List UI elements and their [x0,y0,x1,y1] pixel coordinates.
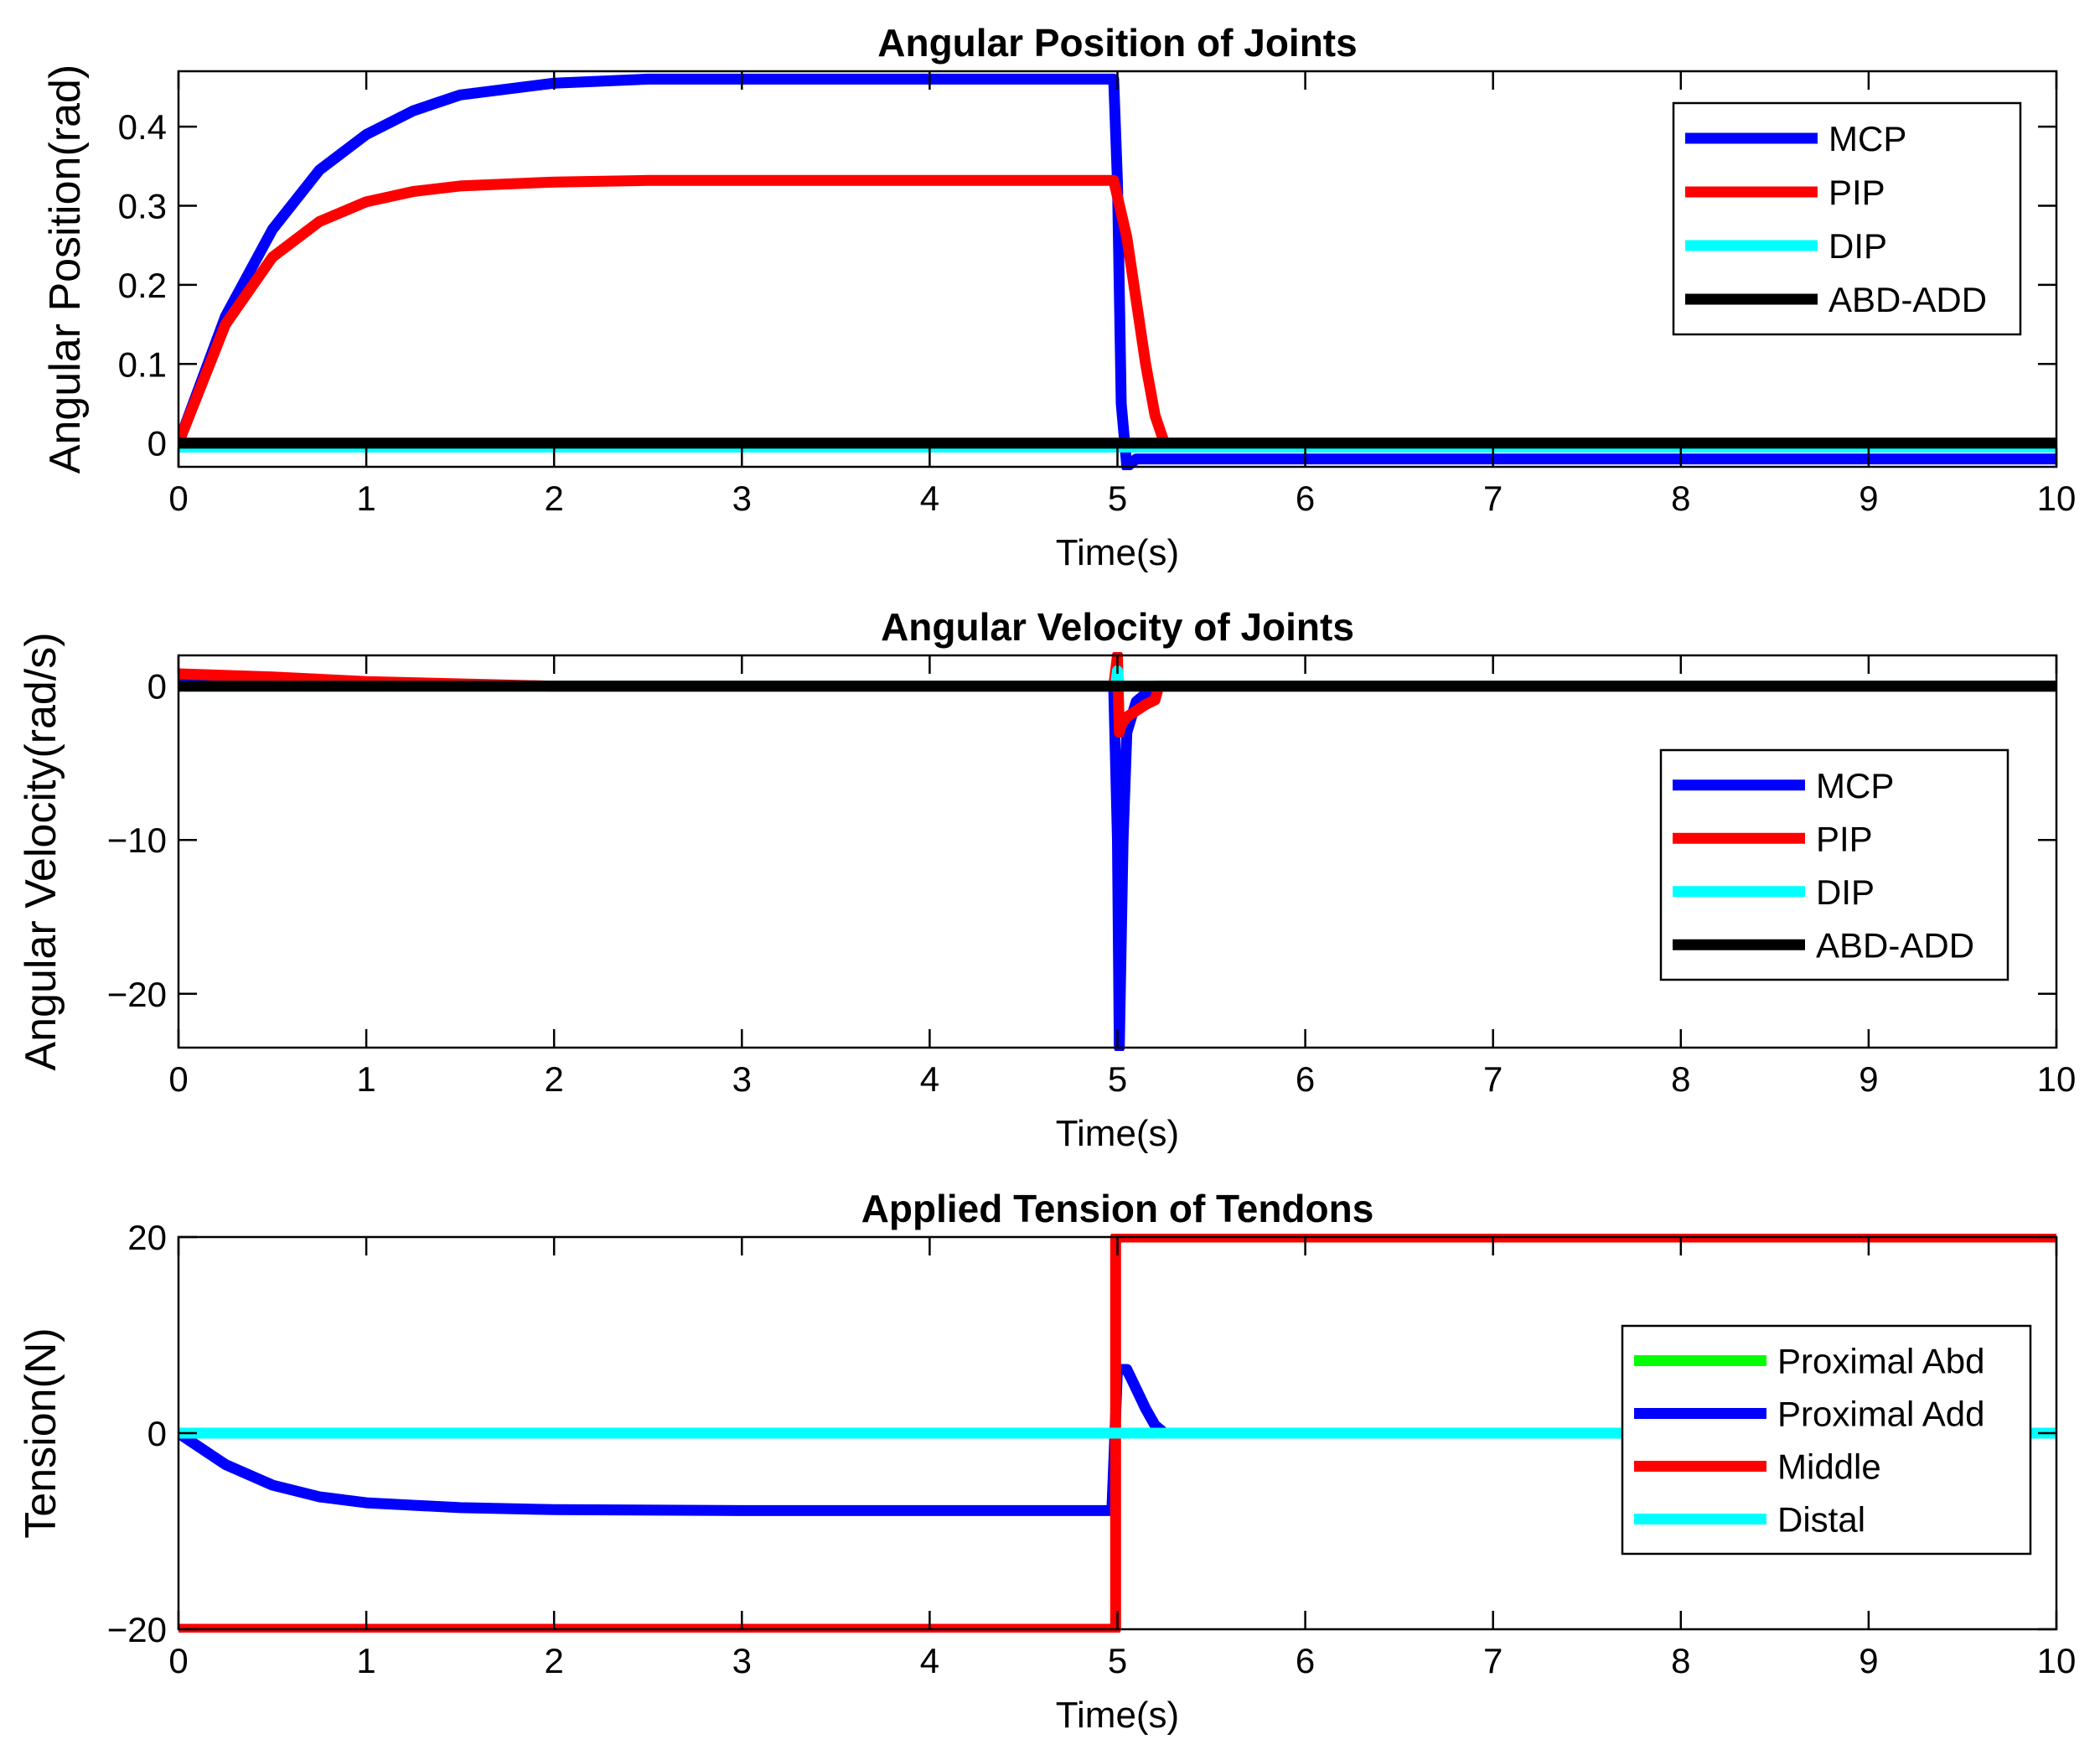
legend-label: MCP [1828,119,1906,158]
series-line-mcp [178,73,2056,470]
y-tick-label: 0.4 [118,107,167,147]
y-tick-label: 0 [147,424,167,463]
subplot-2: 0 1 2 3 4 5 6 7 8 9 10 −20 −10 0 Angular Velocity of J… [17,605,2076,1154]
legend-label: DIP [1816,872,1875,912]
legend: Proximal Abd Proximal Add Middle Distal [1621,1324,2032,1556]
x-tick-label: 2 [545,1059,564,1099]
x-tick-label: 5 [1108,1641,1127,1680]
x-tick-label: 3 [732,1641,752,1680]
x-tick-label: 8 [1671,1641,1690,1680]
x-tick-label: 7 [1483,1059,1503,1099]
legend-label: PIP [1816,819,1873,858]
y-tick-label: 20 [127,1218,167,1257]
x-tick-label: 4 [920,1641,939,1680]
x-tick-label: 3 [732,479,752,518]
legend-label: PIP [1828,173,1885,212]
series-line-proximal-add [178,1364,2056,1516]
x-tick-label: 6 [1296,1059,1315,1099]
x-tick-label: 1 [356,1641,375,1680]
x-tick-label: 8 [1671,479,1690,518]
y-tick-label: −20 [107,975,167,1014]
y-axis-label: Angular Velocity(rad/s) [17,632,65,1070]
x-tick-label: 10 [2037,479,2077,518]
x-tick-label: 6 [1296,1641,1315,1680]
chart-title: Angular Position of Joints [877,21,1357,65]
legend-label: Distal [1777,1500,1865,1540]
x-tick-label: 10 [2037,1059,2077,1099]
x-tick-label: 5 [1108,1059,1127,1099]
y-tick-label: 0.2 [118,266,167,305]
x-tick-label: 8 [1671,1059,1690,1099]
x-tick-label: 9 [1859,479,1878,518]
x-tick-label: 0 [168,1059,188,1099]
x-tick-label: 4 [920,479,939,518]
y-tick-label: 0.3 [118,186,167,225]
x-axis-label: Time(s) [1056,1695,1179,1736]
legend-label: Proximal Abd [1777,1342,1984,1381]
legend-label: ABD-ADD [1828,280,1987,319]
y-axis-label: Tension(N) [17,1328,65,1538]
y-tick-label: 0.1 [118,344,167,384]
x-tick-label: 0 [168,479,188,518]
legend-label: ABD-ADD [1816,925,1974,965]
y-tick-label: −20 [107,1610,167,1649]
x-tick-label: 9 [1859,1641,1878,1680]
x-axis-label: Time(s) [1056,1113,1179,1154]
legend-label: MCP [1816,766,1894,805]
y-tick-label: 0 [147,667,167,707]
y-tick-label: 0 [147,1414,167,1453]
y-tick-label: −10 [107,820,167,860]
chart-title: Angular Velocity of Joints [881,605,1354,649]
legend-label: Middle [1777,1447,1881,1487]
x-tick-label: 10 [2037,1641,2077,1680]
x-axis-label: Time(s) [1056,532,1179,573]
series-group [178,73,2056,470]
x-tick-label: 9 [1859,1059,1878,1099]
x-tick-label: 7 [1483,1641,1503,1680]
legend-label: Proximal Add [1777,1395,1984,1434]
x-tick-label: 0 [168,1641,188,1680]
y-axis-label: Angular Position(rad) [41,65,90,474]
chart-title: Applied Tension of Tendons [861,1187,1374,1230]
subplot-1: 0 1 2 3 4 5 6 7 8 9 10 0 0.1 0.2 0.3 0.4 Angular Positio… [41,21,2076,573]
x-tick-label: 4 [920,1059,939,1099]
legend-label: DIP [1828,226,1887,266]
x-tick-label: 3 [732,1059,752,1099]
legend: MCP PIP DIP ABD-ADD [1659,748,2009,981]
x-tick-label: 2 [545,1641,564,1680]
x-tick-label: 1 [356,1059,375,1099]
legend: MCP PIP DIP ABD-ADD [1672,101,2022,336]
x-tick-label: 6 [1296,479,1315,518]
x-tick-label: 7 [1483,479,1503,518]
x-tick-label: 2 [545,479,564,518]
x-tick-label: 1 [356,479,375,518]
x-tick-label: 5 [1108,479,1127,518]
